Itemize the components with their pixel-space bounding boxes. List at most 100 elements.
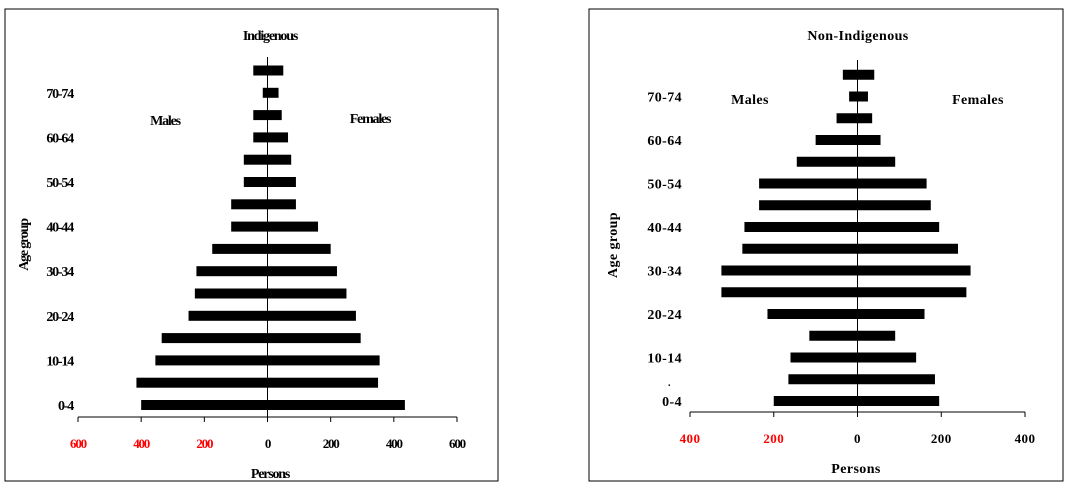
indigenous-bar-males-55-59 (243, 154, 268, 165)
non-indigenous-bar-males-10-14 (790, 352, 858, 363)
non-indigenous-males-label: Males (731, 93, 769, 108)
non-indigenous-panel: Non-Indigenous Males Females Persons Age… (588, 8, 1064, 482)
non-indigenous-bar-males-40-44 (744, 222, 858, 232)
indigenous-bar-males-15-19 (161, 333, 268, 344)
indigenous-y-tick-label: 20-24 (46, 310, 74, 325)
non-indigenous-bar-females-30-34 (857, 265, 971, 276)
non-indigenous-x-tick-label: 400 (1015, 431, 1036, 446)
non-indigenous-bar-males-35-39 (742, 243, 858, 254)
indigenous-bar-males-75+ (253, 65, 268, 76)
indigenous-y-tick-labels: 0-4 10-14 20-24 30-34 40-44 50-54 60-64 70-74 (46, 87, 75, 414)
non-indigenous-bar-females-70-74 (857, 91, 868, 102)
non-indigenous-x-tick-label: 200 (931, 431, 952, 446)
indigenous-bar-males-65-69 (253, 110, 268, 121)
indigenous-x-tick-label: 400 (386, 436, 403, 451)
indigenous-bar-males-0-4 (141, 400, 268, 410)
non-indigenous-bar-females-10-14 (857, 352, 917, 363)
indigenous-bar-males-25-29 (194, 288, 268, 299)
non-indigenous-bar-males-75+ (842, 69, 858, 80)
indigenous-bar-females-10-14 (267, 355, 380, 366)
indigenous-bar-females-30-34 (267, 266, 337, 277)
non-indigenous-bar-females-50-54 (857, 178, 927, 189)
non-indigenous-y-tick-labels: 0-4 10-14 20-24 30-34 40-44 50-54 60-64 70-74 (647, 91, 682, 411)
indigenous-title: Indigenous (243, 29, 299, 44)
indigenous-y-tick-label: 70-74 (46, 87, 74, 102)
non-indigenous-bar-females-60-64 (857, 135, 881, 145)
indigenous-x-tick-labels: 600 400 200 0 200 400 600 (70, 436, 467, 451)
indigenous-y-tick-label: 30-34 (46, 265, 74, 280)
indigenous-bars (136, 65, 405, 410)
non-indigenous-bar-females-40-44 (857, 222, 940, 232)
indigenous-axes (77, 57, 458, 422)
indigenous-bar-males-10-14 (155, 355, 268, 366)
non-indigenous-bars (721, 69, 971, 406)
indigenous-y-tick-label: 10-14 (46, 354, 74, 369)
indigenous-y-tick-label: 0-4 (58, 399, 74, 414)
indigenous-bar-females-20-24 (267, 310, 356, 321)
non-indigenous-bar-females-20-24 (857, 309, 925, 319)
non-indigenous-y-tick-label: 70-74 (647, 91, 682, 106)
indigenous-y-tick-label: 50-54 (46, 176, 74, 191)
non-indigenous-bar-males-45-49 (759, 200, 858, 211)
indigenous-bar-females-35-39 (267, 243, 331, 254)
indigenous-x-tick-label: 200 (196, 436, 213, 451)
non-indigenous-bar-females-5-9 (857, 374, 935, 385)
indigenous-bar-females-50-54 (267, 177, 296, 187)
non-indigenous-title: Non-Indigenous (807, 29, 908, 44)
indigenous-bar-males-40-44 (231, 221, 268, 232)
indigenous-x-tick-label: 0 (265, 436, 271, 451)
indigenous-x-tick-label: 400 (133, 436, 150, 451)
non-indigenous-bar-males-5-9 (788, 374, 858, 385)
indigenous-bar-females-65-69 (267, 110, 282, 121)
indigenous-bar-males-30-34 (196, 266, 268, 277)
non-indigenous-y-axis-label: Age group (606, 212, 621, 278)
indigenous-bar-females-75+ (267, 65, 284, 76)
non-indigenous-bar-males-60-64 (815, 135, 858, 145)
indigenous-bar-males-5-9 (136, 377, 268, 388)
non-indigenous-bar-males-65-69 (836, 113, 858, 124)
non-indigenous-y-tick-label: 20-24 (647, 308, 682, 323)
non-indigenous-bar-females-75+ (857, 69, 875, 80)
indigenous-bar-females-25-29 (267, 288, 347, 299)
indigenous-bar-females-45-49 (267, 199, 296, 210)
non-indigenous-bar-males-20-24 (767, 309, 858, 319)
non-indigenous-bar-females-15-19 (857, 330, 896, 341)
non-indigenous-x-tick-label: 400 (680, 431, 701, 446)
indigenous-y-tick-label: 40-44 (46, 221, 74, 236)
indigenous-x-tick-label: 600 (70, 436, 87, 451)
indigenous-panel: Indigenous Males Females Persons Age gro… (4, 8, 499, 482)
non-indigenous-y-tick-label: 60-64 (647, 134, 682, 149)
indigenous-bar-males-50-54 (243, 177, 268, 187)
non-indigenous-bar-females-45-49 (857, 200, 931, 211)
non-indigenous-bar-females-35-39 (857, 243, 958, 254)
indigenous-bar-females-40-44 (267, 221, 319, 232)
non-indigenous-bar-males-70-74 (849, 91, 858, 102)
non-indigenous-axes (689, 60, 1026, 417)
non-indigenous-x-tick-label: 0 (854, 431, 861, 446)
indigenous-bar-females-0-4 (267, 400, 405, 410)
non-indigenous-bar-males-15-19 (809, 330, 858, 341)
indigenous-x-tick-label: 600 (449, 436, 466, 451)
indigenous-bar-females-70-74 (267, 87, 279, 98)
non-indigenous-bar-females-55-59 (857, 156, 896, 167)
non-indigenous-females-label: Females (952, 93, 1004, 108)
non-indigenous-x-tick-label: 200 (763, 431, 784, 446)
non-indigenous-y-tick-label: 30-34 (647, 265, 682, 280)
indigenous-bar-males-70-74 (262, 87, 268, 98)
non-indigenous-bar-females-0-4 (857, 396, 940, 406)
non-indigenous-x-tick-labels: 400 200 0 200 400 (680, 431, 1036, 446)
indigenous-bar-males-60-64 (253, 132, 268, 143)
non-indigenous-bar-males-0-4 (773, 396, 858, 406)
indigenous-bar-males-35-39 (212, 243, 268, 254)
non-indigenous-y-tick-label: 10-14 (647, 352, 682, 367)
non-indigenous-bar-males-25-29 (721, 287, 858, 298)
indigenous-y-tick-label: 60-64 (46, 131, 74, 146)
non-indigenous-bar-females-25-29 (857, 287, 967, 298)
indigenous-bar-females-55-59 (267, 154, 292, 165)
non-indigenous-y-tick-label: 0-4 (662, 395, 682, 410)
non-indigenous-x-axis-label: Persons (831, 462, 881, 477)
non-indigenous-y-tick-label: 50-54 (647, 178, 682, 193)
non-indigenous-bar-females-65-69 (857, 113, 873, 124)
indigenous-x-tick-label: 200 (323, 436, 340, 451)
